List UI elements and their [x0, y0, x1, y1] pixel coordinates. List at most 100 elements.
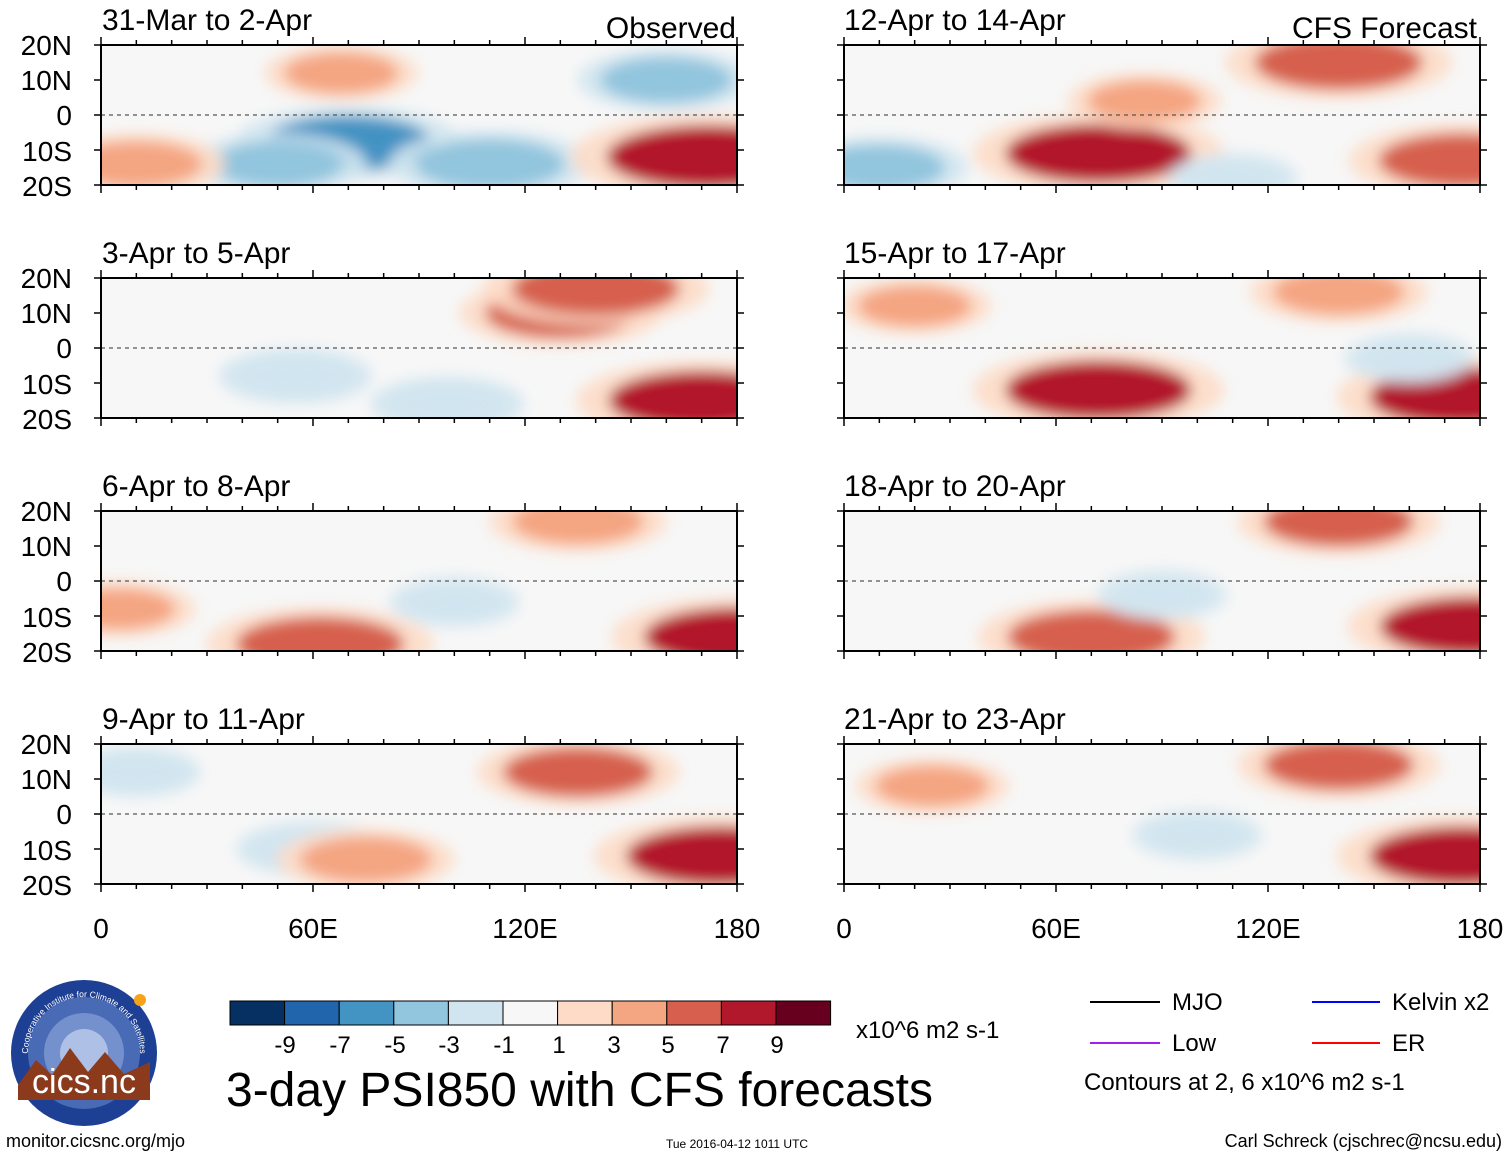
- x-tick-label: 180: [1457, 913, 1504, 944]
- x-tick-label: 60E: [1031, 913, 1081, 944]
- cics-logo: cics.nc Cooperative Institute for Climat…: [11, 980, 157, 1126]
- anomaly-core: [644, 607, 737, 651]
- anomaly-core: [1254, 45, 1423, 90]
- y-tick-label: 0: [56, 333, 72, 364]
- panel-title: 6-Apr to 8-Apr: [102, 470, 290, 503]
- colorbar-swatch: [775, 1000, 832, 1026]
- anomaly-core: [101, 753, 185, 791]
- column-header-observed: Observed: [606, 12, 736, 45]
- colorbar-label: -7: [329, 1032, 350, 1059]
- colorbar-swatch: [720, 1000, 777, 1026]
- x-axis-labels-right: 0 60E 120E 180: [836, 913, 1503, 944]
- panel-title: 9-Apr to 11-Apr: [102, 703, 305, 736]
- y-tick-label: 20N: [21, 30, 72, 61]
- colorbar-swatch: [502, 1000, 559, 1026]
- colorbar-swatch: [393, 1000, 449, 1026]
- y-tick-label: 10N: [21, 65, 72, 96]
- y-tick-label: 10N: [21, 764, 72, 795]
- panel-title: 12-Apr to 14-Apr: [844, 4, 1066, 37]
- x-tick-label: 0: [93, 913, 109, 944]
- panel-title: 3-Apr to 5-Apr: [102, 237, 290, 270]
- colorbar-swatch: [338, 1000, 395, 1026]
- x-tick-label: 120E: [1235, 913, 1300, 944]
- anomaly-core: [1005, 360, 1192, 418]
- legend-label-kelvin: Kelvin x2: [1392, 989, 1489, 1016]
- y-axis-labels-row2: 20N 10N 0 10S 20S: [21, 263, 72, 435]
- panel-observed-4: [94, 736, 744, 892]
- anomaly-core: [606, 125, 737, 185]
- anomaly-core: [1263, 511, 1414, 547]
- anomaly-core: [608, 371, 737, 418]
- anomaly-core: [503, 747, 653, 797]
- footer-author: Carl Schreck (cjschrec@ncsu.edu): [1224, 1131, 1502, 1151]
- anomaly-field: [101, 45, 737, 185]
- anomaly-core: [101, 588, 176, 630]
- legend-label-mjo: MJO: [1172, 989, 1223, 1016]
- x-tick-label: 60E: [288, 913, 338, 944]
- panel-forecast-3: [837, 503, 1487, 659]
- colorbar-label: -9: [274, 1032, 295, 1059]
- anomaly-core: [844, 144, 946, 185]
- colorbar-label: 3: [607, 1032, 620, 1059]
- y-axis-labels-row3: 20N 10N 0 10S 20S: [21, 496, 72, 668]
- anomaly-field: [101, 511, 737, 651]
- y-tick-label: 10S: [22, 369, 72, 400]
- x-axis-labels-left: 0 60E 120E 180: [93, 913, 760, 944]
- figure-title: 3-day PSI850 with CFS forecasts: [226, 1064, 933, 1117]
- anomaly-core: [284, 52, 399, 94]
- panel-forecast-2: [837, 270, 1487, 426]
- anomaly-field: [218, 278, 737, 418]
- anomaly-core: [101, 141, 203, 185]
- x-tick-label: 120E: [492, 913, 557, 944]
- column-header-cfs-forecast: CFS Forecast: [1292, 12, 1478, 45]
- anomaly-core: [511, 278, 680, 316]
- anomaly-field: [844, 278, 1480, 418]
- y-tick-label: 10S: [22, 136, 72, 167]
- colorbar-swatch: [611, 1000, 668, 1026]
- anomaly-core: [1369, 826, 1480, 884]
- colorbar-swatch: [447, 1000, 504, 1026]
- anomaly-core: [1007, 609, 1176, 651]
- anomaly-core: [1361, 340, 1458, 377]
- y-tick-label: 0: [56, 799, 72, 830]
- colorbar-label: 5: [661, 1032, 674, 1059]
- anomaly-core: [600, 57, 733, 103]
- y-tick-label: 20N: [21, 729, 72, 760]
- legend: MJO Kelvin x2 Low ER Contours at 2, 6 x1…: [1084, 989, 1489, 1096]
- y-tick-label: 10S: [22, 602, 72, 633]
- colorbar-label: -3: [438, 1032, 459, 1059]
- y-axis-labels-row4: 20N 10N 0 10S 20S: [21, 729, 72, 901]
- y-tick-label: 20S: [22, 171, 72, 202]
- y-tick-label: 20S: [22, 637, 72, 668]
- anomaly-core: [236, 616, 405, 651]
- y-tick-label: 0: [56, 100, 72, 131]
- anomaly-core: [857, 285, 972, 327]
- logo-text: cics.nc: [32, 1063, 136, 1101]
- panel-title: 18-Apr to 20-Apr: [844, 470, 1066, 503]
- anomaly-core: [1114, 576, 1210, 614]
- anomaly-field: [855, 744, 1480, 884]
- panel-title: 21-Apr to 23-Apr: [844, 703, 1066, 736]
- x-tick-label: 180: [714, 913, 761, 944]
- anomaly-core: [1379, 597, 1480, 651]
- y-tick-label: 20S: [22, 870, 72, 901]
- y-tick-label: 0: [56, 566, 72, 597]
- anomaly-core: [406, 583, 503, 621]
- anomaly-core: [390, 383, 505, 418]
- colorbar-swatch: [229, 1000, 286, 1026]
- anomaly-field: [977, 511, 1480, 651]
- anomaly-core: [1087, 80, 1202, 122]
- x-tick-label: 0: [836, 913, 852, 944]
- panel-observed-3: [94, 503, 744, 659]
- colorbar-label: 9: [770, 1032, 783, 1059]
- legend-note: Contours at 2, 6 x10^6 m2 s-1: [1084, 1069, 1405, 1096]
- legend-label-er: ER: [1392, 1030, 1425, 1057]
- footer-url[interactable]: monitor.cicsnc.org/mjo: [6, 1131, 186, 1151]
- colorbar: [229, 1000, 832, 1026]
- anomaly-core: [300, 836, 432, 883]
- panel-title: 15-Apr to 17-Apr: [844, 237, 1066, 270]
- anomaly-core: [211, 141, 344, 185]
- legend-label-low: Low: [1172, 1030, 1217, 1057]
- anomaly-core: [512, 511, 644, 545]
